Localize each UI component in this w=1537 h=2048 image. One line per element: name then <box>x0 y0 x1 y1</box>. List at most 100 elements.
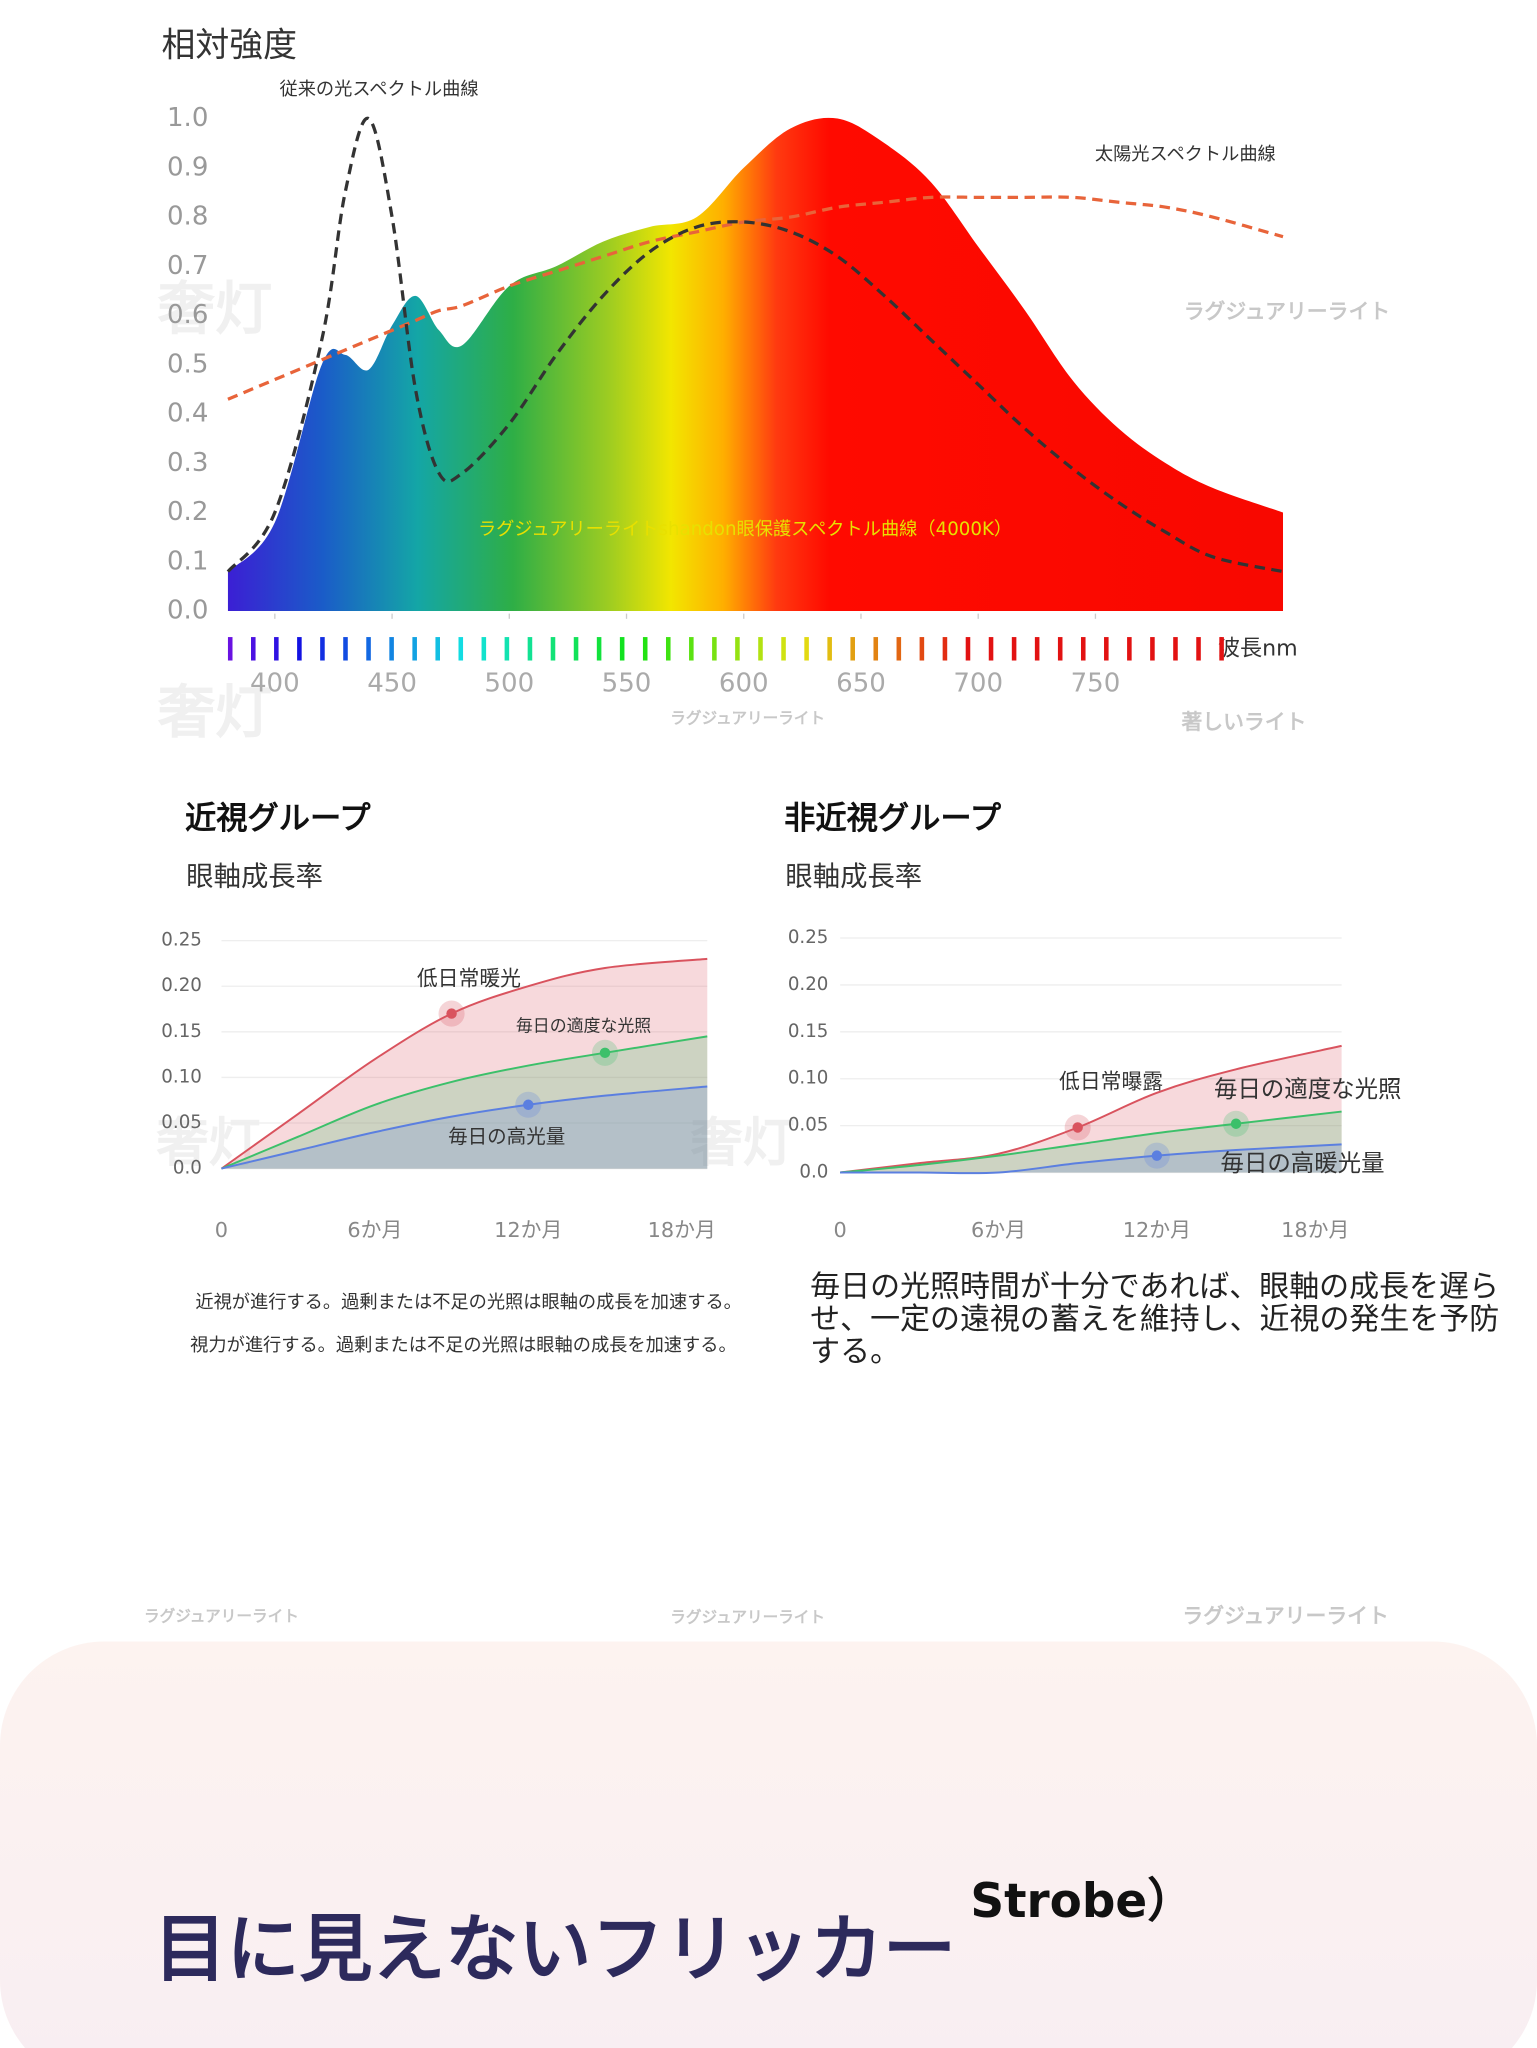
wavelength-strip <box>1057 637 1063 661</box>
x-tick-label: 0 <box>834 1218 847 1242</box>
watermark: ラグジュアリーライト <box>144 1606 299 1625</box>
marker <box>1151 1150 1163 1161</box>
y-tick-label: 0.10 <box>161 1066 202 1087</box>
wavelength-strip <box>712 637 717 661</box>
spectrum-area <box>227 117 1284 612</box>
y-tick-label: 0.25 <box>788 927 829 948</box>
x-tick-label: 12か月 <box>494 1218 562 1242</box>
y-tick-label: 0.05 <box>788 1115 829 1136</box>
wavelength-strip <box>850 637 855 661</box>
x-tick-label: 700 <box>953 668 1003 698</box>
x-tick-label: 6か月 <box>347 1218 402 1242</box>
wavelength-strip <box>504 637 510 661</box>
marker <box>1230 1118 1242 1129</box>
wavelength-strip <box>619 637 625 661</box>
wavelength-strip <box>942 637 948 661</box>
watermark: ラグジュアリーライト <box>1182 1604 1388 1628</box>
y-tick-label: 0.0 <box>167 596 208 626</box>
y-tick-label: 0.10 <box>788 1068 829 1089</box>
wavelength-strip <box>527 637 533 661</box>
y-tick-label: 1.0 <box>167 103 208 133</box>
y-axis-label: 眼軸成長率 <box>785 862 922 893</box>
y-axis-label: 相対強度 <box>162 25 297 64</box>
wavelength-strip <box>274 637 279 661</box>
y-tick-label: 0.6 <box>167 300 208 330</box>
wavelength-strip <box>689 637 694 661</box>
watermark: 著しいライト <box>1180 710 1306 734</box>
series-label: 毎日の適度な光照 <box>516 1016 651 1036</box>
x-tick-label: 650 <box>836 668 886 698</box>
spectrum-line <box>227 195 1284 401</box>
wavelength-strip <box>1219 637 1224 661</box>
wavelength-strip <box>1173 637 1178 661</box>
x-tick-label: 500 <box>484 668 534 698</box>
wavelength-strip <box>735 637 740 661</box>
watermark: 奢灯 <box>157 275 273 342</box>
wavelength-strip <box>320 637 325 661</box>
watermark: ラグジュアリーライト <box>670 709 825 728</box>
marker <box>599 1047 611 1059</box>
x-tick-label: 600 <box>719 668 769 698</box>
watermark: ラグジュアリーライト <box>670 1608 825 1627</box>
wavelength-strip <box>988 637 994 661</box>
series-line <box>221 1085 708 1170</box>
series-label: 低日常曝露 <box>1059 1070 1163 1094</box>
wavelength-strip <box>458 637 464 661</box>
series-label: 太陽光スペクトル曲線 <box>1095 144 1276 165</box>
series-label: 毎日の高光量 <box>448 1125 565 1148</box>
x-tick-label: 750 <box>1071 668 1121 698</box>
footer-panel <box>0 1641 1537 2048</box>
marker <box>523 1099 534 1110</box>
series-area <box>221 1036 708 1169</box>
x-tick-label: 550 <box>602 668 652 698</box>
x-tick-label: 12か月 <box>1123 1218 1191 1242</box>
x-tick-label: 18か月 <box>1281 1218 1349 1242</box>
wavelength-strip <box>1011 637 1017 661</box>
y-tick-label: 0.0 <box>799 1162 828 1183</box>
y-tick-label: 0.20 <box>788 974 829 995</box>
x-tick-label: 18か月 <box>648 1218 716 1242</box>
x-axis-label: 波長nm <box>1218 635 1298 661</box>
y-tick-label: 0.3 <box>167 448 208 478</box>
watermark: ラグジュアリーライト <box>1184 300 1390 324</box>
caption: 視力が進行する。過剰または不足の光照は眼軸の成長を加速する。 <box>190 1335 737 1356</box>
series-line <box>840 1143 1342 1175</box>
wavelength-strip <box>250 637 256 661</box>
y-tick-label: 0.7 <box>167 251 208 281</box>
wavelength-strip <box>758 637 763 661</box>
wavelength-strip <box>412 637 417 661</box>
wavelength-strip <box>642 637 648 661</box>
y-tick-label: 0.0 <box>173 1158 202 1179</box>
wavelength-strip <box>665 637 671 661</box>
series-label: 毎日の適度な光照 <box>1214 1075 1401 1103</box>
y-tick-label: 0.15 <box>161 1021 202 1042</box>
y-tick-label: 0.20 <box>161 975 202 996</box>
series-line <box>840 1110 1342 1174</box>
series-label: 従来の光スペクトル曲線 <box>279 79 478 100</box>
chart-title: 近視グループ <box>185 800 371 836</box>
spectrum-line <box>226 116 1284 574</box>
caption: 毎日の光照時間が十分であれば、眼軸の成長を遅らせ、一定の遠視の蓄えを維持し、近視… <box>810 1271 1500 1370</box>
wavelength-strip <box>1080 637 1086 661</box>
wavelength-strip <box>1034 637 1040 661</box>
wavelength-strip <box>435 637 440 661</box>
y-tick-label: 0.5 <box>167 349 208 379</box>
y-tick-label: 0.25 <box>161 930 202 951</box>
wavelength-strip <box>550 637 556 661</box>
chart-title: 非近視グループ <box>784 800 1002 836</box>
wavelength-strip <box>919 637 925 661</box>
y-tick-label: 0.9 <box>167 152 208 182</box>
wavelength-strip <box>873 637 879 661</box>
y-tick-label: 0.05 <box>161 1112 202 1133</box>
wavelength-strip <box>1150 637 1155 661</box>
wavelength-strip <box>573 637 579 661</box>
y-tick-label: 0.4 <box>167 399 208 429</box>
wavelength-strip <box>227 637 233 661</box>
series-label: ラグジュアリーライトshandon眼保護スペクトル曲線（4000K） <box>478 519 1012 540</box>
wavelength-strip <box>965 637 971 661</box>
series-label: 低日常暖光 <box>417 967 521 991</box>
y-tick-label: 0.1 <box>167 546 208 576</box>
wavelength-strip <box>827 637 832 661</box>
